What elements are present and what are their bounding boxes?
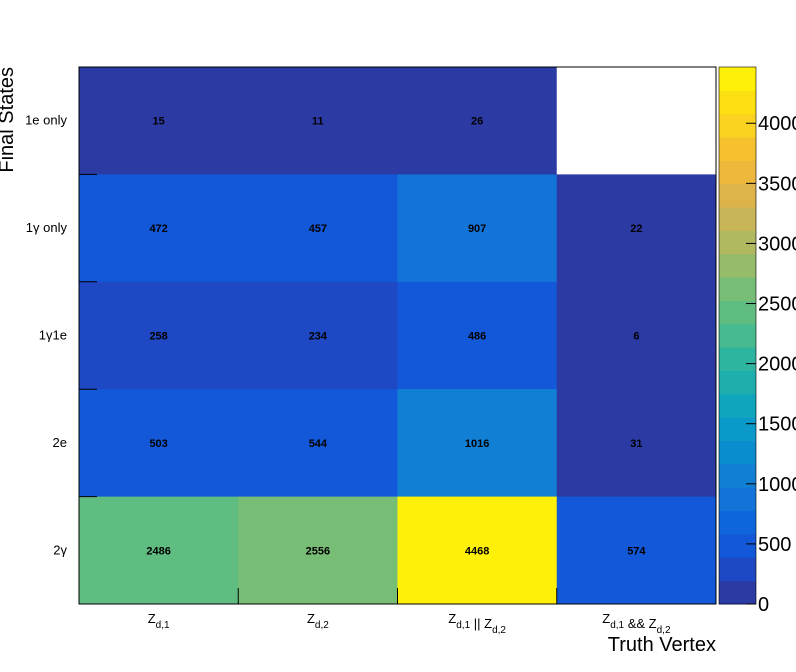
colorbar-segment bbox=[719, 463, 756, 488]
heatmap-cell bbox=[397, 281, 558, 390]
x-axis-tick-labels: Zd,1 Zd,2 Zd,1 || Zd,2 Zd,1 && Zd,2 bbox=[148, 611, 671, 636]
heatmap-cell bbox=[556, 496, 717, 605]
y-axis-tick-labels: 1e only 1γ only 1γ1e 2e 2γ bbox=[25, 113, 67, 558]
heatmap-cell-value: 486 bbox=[468, 331, 486, 343]
heatmap-cell-value: 234 bbox=[309, 331, 328, 343]
colorbar-segment bbox=[719, 183, 756, 208]
x-tick-label: Zd,1 bbox=[148, 611, 170, 631]
heatmap-cell bbox=[79, 281, 239, 390]
heatmap-cell-value: 15 bbox=[153, 116, 165, 128]
x-tick-label: Zd,1 && Zd,2 bbox=[602, 611, 671, 636]
heatmap-cell-value: 1016 bbox=[465, 438, 489, 450]
colorbar-tick-label: 3500 bbox=[758, 173, 796, 195]
heatmap-cell-value: 2556 bbox=[306, 545, 330, 557]
cell-value-labels: 15 11 26 472 457 907 22 258 234 486 6 503 544 1016 31 2… bbox=[146, 116, 646, 558]
heatmap-cell bbox=[238, 389, 398, 498]
x-tick-label: Zd,1 || Zd,2 bbox=[448, 611, 506, 636]
colorbar-segment bbox=[719, 417, 756, 442]
colorbar-segment bbox=[719, 137, 756, 161]
heatmap-cell-value: 472 bbox=[149, 223, 167, 235]
colorbar-segment bbox=[719, 113, 756, 138]
colorbar-segment bbox=[719, 323, 756, 348]
heatmap-cell bbox=[397, 174, 558, 283]
colorbar-segment bbox=[719, 160, 756, 185]
heatmap-cell bbox=[556, 174, 717, 283]
heatmap-cell-value: 26 bbox=[471, 116, 483, 128]
colorbar-segment bbox=[719, 277, 756, 301]
colorbar-segment bbox=[719, 533, 756, 558]
y-tick-label: 2e bbox=[53, 435, 67, 450]
colorbar-tick-label: 4000 bbox=[758, 113, 796, 135]
heatmap-cell-value: 457 bbox=[309, 223, 327, 235]
heatmap-cell bbox=[79, 389, 239, 498]
colorbar-segment bbox=[719, 510, 756, 535]
heatmap-cell-value: 258 bbox=[149, 331, 167, 343]
colorbar-frame bbox=[718, 66, 757, 605]
heatmap-cell-value: 4468 bbox=[465, 545, 489, 557]
heatmap-cell bbox=[397, 389, 558, 498]
colorbar-segment bbox=[719, 370, 756, 395]
heatmap-cell-value: 31 bbox=[630, 438, 642, 450]
colorbar bbox=[718, 66, 757, 605]
heatmap-cell-empty bbox=[556, 67, 716, 175]
colorbar-segment bbox=[719, 90, 756, 115]
colorbar-tick-label: 3000 bbox=[758, 233, 796, 255]
colorbar-segment bbox=[719, 253, 756, 278]
heatmap-cells bbox=[79, 67, 717, 605]
colorbar-tick-label: 1000 bbox=[758, 474, 796, 496]
colorbar-segment bbox=[719, 207, 756, 231]
heatmap-cell bbox=[79, 67, 239, 175]
colorbar-segment bbox=[719, 393, 756, 418]
heatmap-cell-value: 2486 bbox=[146, 545, 170, 557]
x-axis-title: Truth Vertex bbox=[608, 634, 716, 656]
heatmap-cell bbox=[397, 67, 558, 175]
x-tick-label: Zd,2 bbox=[307, 611, 329, 631]
heatmap-cell bbox=[238, 67, 398, 175]
colorbar-tick-labels: 0 500 1000 1500 2000 2500 3000 3500 4000 bbox=[758, 113, 796, 616]
x-axis-ticks bbox=[78, 588, 717, 604]
colorbar-tick-label: 0 bbox=[758, 594, 769, 616]
heatmap-cell-value: 22 bbox=[630, 223, 642, 235]
heatmap-cell bbox=[238, 174, 398, 283]
colorbar-segment bbox=[719, 300, 756, 325]
heatmap-cell-value: 11 bbox=[312, 116, 324, 128]
heatmap-cell bbox=[397, 496, 558, 605]
heatmap-cell bbox=[79, 496, 239, 605]
heatmap-cell-value: 503 bbox=[149, 438, 167, 450]
colorbar-tick-label: 1500 bbox=[758, 414, 796, 436]
heatmap-cell bbox=[79, 174, 239, 283]
colorbar-segment bbox=[719, 580, 756, 605]
colorbar-segment bbox=[719, 487, 756, 512]
heatmap-cell-value: 907 bbox=[468, 223, 486, 235]
heatmap-cell bbox=[556, 389, 717, 498]
colorbar-segment bbox=[719, 230, 756, 255]
colorbar-tick-label: 2000 bbox=[758, 354, 796, 376]
colorbar-segment bbox=[719, 557, 756, 582]
y-tick-label: 1γ1e bbox=[39, 328, 67, 343]
y-axis-ticks bbox=[79, 66, 97, 605]
y-axis-title: Final States bbox=[0, 67, 18, 173]
colorbar-segment bbox=[719, 67, 756, 91]
y-tick-label: 1γ only bbox=[26, 220, 68, 235]
heatmap-cell bbox=[556, 281, 717, 390]
y-tick-label: 1e only bbox=[25, 113, 67, 128]
colorbar-segment bbox=[719, 440, 756, 465]
colorbar-tick-label: 2500 bbox=[758, 294, 796, 316]
colorbar-tick-label: 500 bbox=[758, 534, 791, 556]
y-tick-label: 2γ bbox=[53, 542, 67, 557]
heatmap-cell-value: 574 bbox=[627, 545, 646, 557]
heatmap-cell-value: 544 bbox=[309, 438, 328, 450]
colorbar-segment bbox=[719, 347, 756, 372]
heatmap-cell bbox=[238, 281, 398, 390]
heatmap-cell bbox=[238, 496, 398, 605]
heatmap-cell-value: 6 bbox=[633, 331, 639, 343]
